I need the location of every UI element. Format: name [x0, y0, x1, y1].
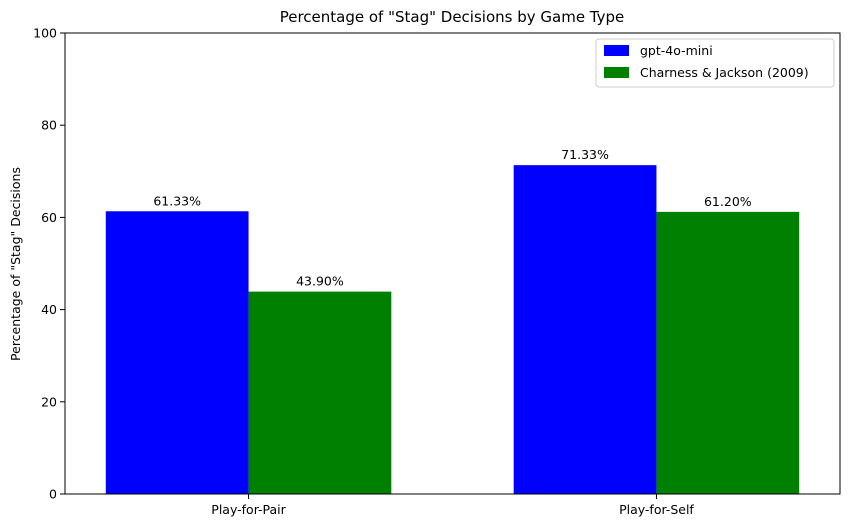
x-tick-label: Play-for-Pair — [211, 502, 286, 517]
data-label: 43.90% — [296, 274, 344, 289]
bar-gpt-1 — [513, 165, 657, 494]
y-tick-label: 0 — [49, 487, 57, 502]
x-tick-label: Play-for-Self — [619, 502, 694, 517]
data-label: 71.33% — [561, 147, 609, 162]
y-axis-label: Percentage of "Stag" Decisions — [8, 167, 23, 361]
legend-label-charness: Charness & Jackson (2009) — [640, 65, 809, 80]
legend-label-gpt: gpt-4o-mini — [640, 43, 713, 58]
y-tick-label: 60 — [41, 210, 57, 225]
bar-charness-1 — [656, 211, 800, 495]
y-tick-label: 20 — [41, 394, 57, 409]
chart-title: Percentage of "Stag" Decisions by Game T… — [280, 8, 625, 26]
legend-swatch-gpt — [604, 45, 629, 56]
legend-box — [595, 38, 835, 88]
plot-frame — [64, 32, 841, 495]
y-tick-label: 100 — [33, 26, 57, 41]
y-tick-label: 40 — [41, 302, 57, 317]
legend: gpt-4o-mini Charness & Jackson (2009) — [595, 38, 835, 88]
y-tick-label: 80 — [41, 118, 57, 133]
plot-area: 0 20 40 60 80 100 61.33% 71.33% 43.90% 61.20% Play… — [33, 26, 800, 517]
data-label: 61.33% — [153, 193, 201, 208]
bar-charness-0 — [248, 291, 392, 494]
legend-swatch-charness — [604, 67, 629, 78]
data-label: 61.20% — [704, 194, 752, 209]
bar-gpt-0 — [105, 211, 249, 494]
